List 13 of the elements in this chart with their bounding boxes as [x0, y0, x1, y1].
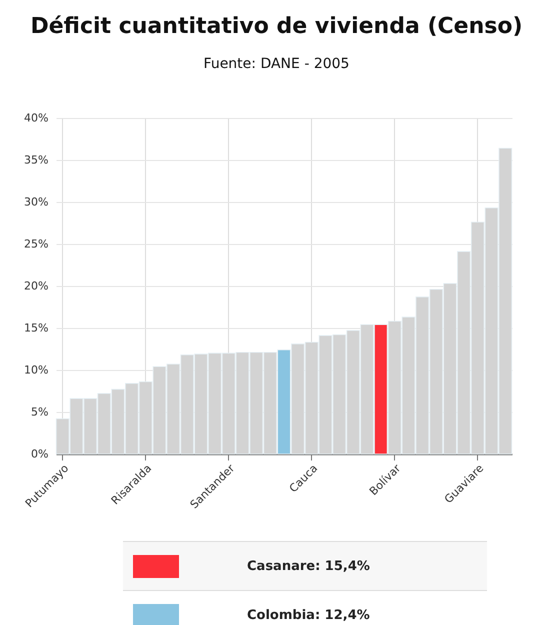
y-tick-label: 5% — [31, 406, 48, 418]
y-tick-label: 0% — [31, 448, 48, 460]
y-tick-label: 10% — [24, 364, 48, 376]
text: Colombia: 12,4% — [247, 608, 370, 622]
y-tick-label: 25% — [24, 238, 48, 250]
chart-title: Déficit cuantitativo de vivienda (Censo) — [29, 14, 524, 39]
y-tick-label: 40% — [24, 112, 48, 124]
text: Casanare: 15,4% — [247, 558, 370, 574]
y-tick-label: 30% — [24, 196, 48, 208]
y-tick-label: 35% — [24, 154, 48, 166]
y-tick-label: 20% — [24, 280, 48, 292]
chart-subtitle: Fuente: DANE - 2005 — [202, 56, 350, 72]
y-tick-label: 15% — [24, 322, 48, 334]
